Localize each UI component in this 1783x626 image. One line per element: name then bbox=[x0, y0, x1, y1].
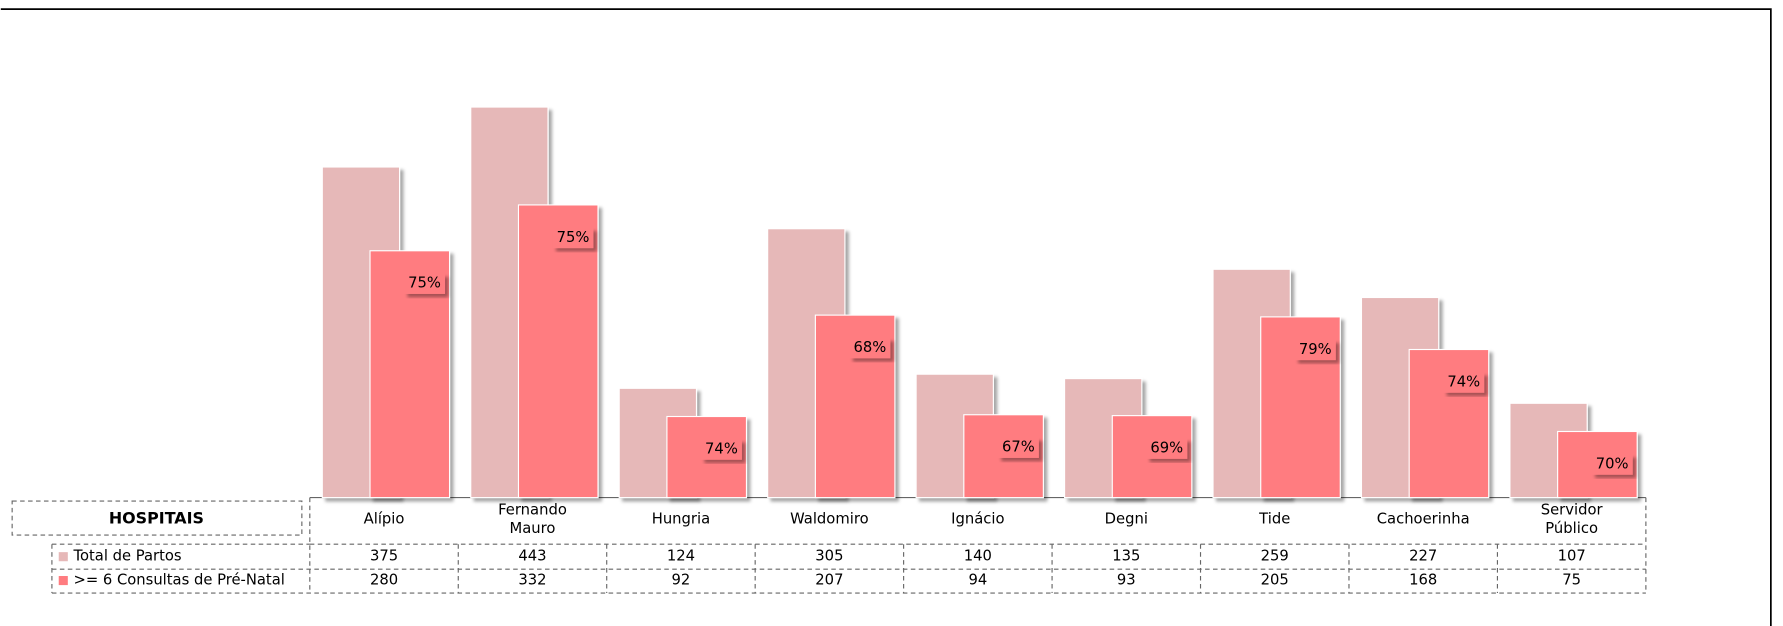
annotation-box bbox=[1146, 438, 1188, 459]
table-value: 227 bbox=[1409, 548, 1437, 565]
annotation-box bbox=[849, 337, 891, 359]
table-value: 135 bbox=[1112, 548, 1140, 565]
x-tick-label: Waldomiro bbox=[790, 511, 869, 529]
table-value: 332 bbox=[518, 572, 546, 589]
table-value: 92 bbox=[672, 572, 691, 589]
bar bbox=[1408, 348, 1490, 499]
legend-marker bbox=[58, 552, 68, 562]
annotation: 74% bbox=[705, 440, 738, 457]
category-cell: Fernando Mauro bbox=[498, 502, 567, 538]
annotation: 68% bbox=[854, 339, 887, 356]
annotation: 79% bbox=[1299, 341, 1332, 358]
legend-label: >= 6 Consultas de Pré-Natal bbox=[73, 572, 284, 589]
table-value: 207 bbox=[815, 572, 843, 589]
annotation: 70% bbox=[1596, 455, 1629, 472]
table-value: 375 bbox=[370, 548, 398, 565]
annotation-box bbox=[997, 437, 1039, 458]
table-value: 75 bbox=[1562, 572, 1581, 589]
annotation-box bbox=[1294, 339, 1336, 361]
table-value: 93 bbox=[1117, 572, 1136, 589]
annotation-box bbox=[1443, 372, 1485, 393]
annotation-box bbox=[701, 439, 742, 460]
table-value: 443 bbox=[518, 548, 546, 565]
table-value: 124 bbox=[667, 548, 695, 565]
x-tick-label: Fernando Mauro bbox=[498, 502, 567, 538]
x-tick-label: Servidor Público bbox=[1540, 502, 1603, 538]
category-cell: Ignácio bbox=[951, 511, 1005, 529]
table-value: 205 bbox=[1261, 572, 1289, 589]
annotation: 74% bbox=[1447, 373, 1480, 390]
annotation: 75% bbox=[408, 275, 441, 292]
legend-marker bbox=[58, 576, 68, 586]
category-cell: Alípio bbox=[363, 511, 405, 529]
table-value: 94 bbox=[968, 572, 987, 589]
x-tick-label: Ignácio bbox=[951, 511, 1005, 529]
table-value: 168 bbox=[1409, 572, 1437, 589]
table-value: 107 bbox=[1558, 548, 1586, 565]
table-value: 305 bbox=[815, 548, 843, 565]
annotation-box bbox=[552, 227, 594, 249]
table-value: 140 bbox=[964, 548, 992, 565]
table-value: 280 bbox=[370, 572, 398, 589]
x-tick-label: Hungria bbox=[651, 511, 711, 529]
category-cell: Servidor Público bbox=[1540, 502, 1603, 538]
category-cell: Tide bbox=[1259, 511, 1291, 529]
annotation: 75% bbox=[557, 229, 590, 246]
x-tick-label: Cachoerinha bbox=[1376, 511, 1470, 529]
annotation-box bbox=[404, 273, 446, 294]
table-value: 259 bbox=[1261, 548, 1289, 565]
x-tick-label: Tide bbox=[1259, 511, 1291, 529]
table-header: HOSPITAIS bbox=[109, 509, 204, 528]
frame bbox=[0, 8, 1772, 626]
annotation-box bbox=[1591, 454, 1633, 475]
category-cell: Cachoerinha bbox=[1376, 511, 1470, 529]
x-tick-label: Degni bbox=[1104, 511, 1148, 529]
annotation: 67% bbox=[1002, 439, 1035, 456]
header-box bbox=[11, 500, 303, 536]
annotation: 69% bbox=[1150, 440, 1183, 457]
bar bbox=[517, 204, 599, 499]
category-cell: Degni bbox=[1104, 511, 1148, 529]
category-cell: Hungria bbox=[651, 511, 711, 529]
category-cell: Waldomiro bbox=[790, 511, 869, 529]
x-tick-label: Alípio bbox=[363, 511, 405, 529]
legend-label: Total de Partos bbox=[72, 548, 181, 565]
